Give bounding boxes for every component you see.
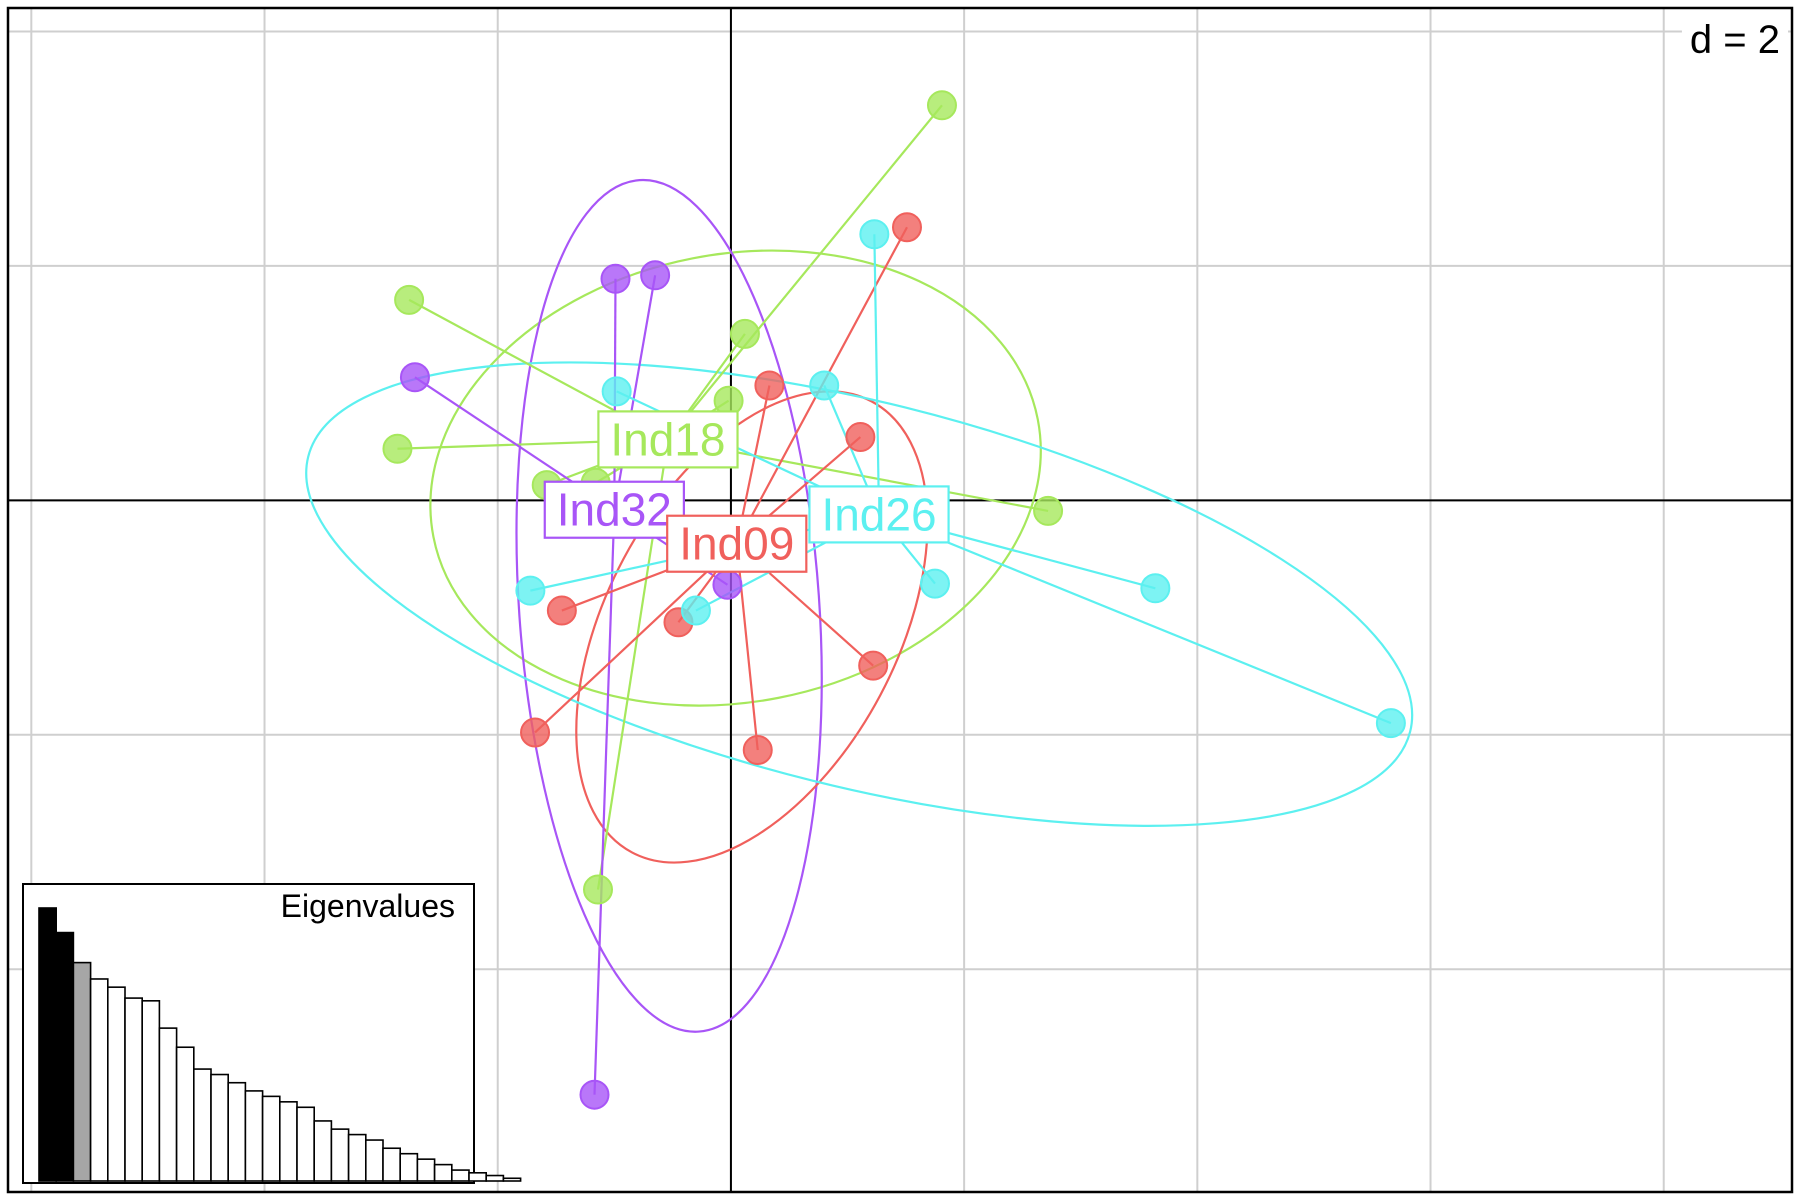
point-ind09 <box>754 370 785 401</box>
point-ind26 <box>1375 708 1406 739</box>
point-ind32 <box>579 1079 610 1110</box>
spoke-ind09 <box>735 543 759 751</box>
eigenvalue-bar <box>296 1106 316 1182</box>
eigenvalue-bar <box>313 1120 333 1182</box>
point-ind32 <box>600 263 631 294</box>
point-ind09 <box>891 212 922 243</box>
eigenvalue-bar <box>227 1081 247 1182</box>
eigenvalues-inset: Eigenvalues <box>22 883 522 1184</box>
point-ind26 <box>859 219 890 250</box>
ellipses <box>305 178 1414 1033</box>
point-ind18 <box>926 90 957 121</box>
point-ind26 <box>1140 573 1171 604</box>
eigenvalue-bar <box>278 1101 298 1182</box>
points <box>382 90 1406 1110</box>
spoke-ind26 <box>873 234 881 515</box>
label-ind18: Ind18 <box>597 410 739 469</box>
eigenvalue-bar <box>72 961 92 1182</box>
ellipse-ind09 <box>575 390 929 864</box>
label-text-ind18: Ind18 <box>610 413 725 465</box>
point-ind18 <box>729 318 760 349</box>
point-ind09 <box>845 422 876 453</box>
spoke-ind32 <box>593 509 616 1095</box>
point-ind09 <box>546 595 577 626</box>
eigenvalue-bar <box>210 1073 230 1182</box>
ellipse-ind32 <box>515 178 823 1033</box>
eigenvalue-bar <box>450 1169 470 1182</box>
spoke-ind32 <box>613 275 657 510</box>
label-ind09: Ind09 <box>666 514 808 573</box>
point-ind09 <box>742 735 773 766</box>
point-ind09 <box>520 717 551 748</box>
point-ind32 <box>640 260 671 291</box>
spokes <box>397 104 1392 1095</box>
eigenvalue-bar <box>382 1147 402 1182</box>
eigenvalue-bar <box>193 1068 212 1182</box>
spoke-ind09 <box>534 542 738 734</box>
point-ind18 <box>583 874 614 905</box>
eigenvalue-bar <box>124 997 144 1182</box>
point-ind32 <box>712 569 743 600</box>
point-ind09 <box>858 650 889 681</box>
eigenvalue-bar <box>158 1027 178 1182</box>
eigenvalue-bar <box>468 1172 488 1182</box>
plot-frame <box>6 6 1794 1194</box>
point-ind26 <box>809 370 840 401</box>
spoke-ind26 <box>878 513 1392 725</box>
point-ind32 <box>399 362 430 393</box>
point-ind26 <box>919 568 950 599</box>
eigenvalue-bar <box>330 1128 350 1182</box>
eigenvalue-bar <box>55 931 75 1182</box>
label-box-ind32 <box>543 480 685 539</box>
eigenvalue-bar <box>244 1090 264 1182</box>
ellipse-ind18 <box>429 249 1042 707</box>
point-ind18 <box>1033 495 1064 526</box>
ellipse-ind26 <box>305 361 1414 827</box>
label-text-ind26: Ind26 <box>821 488 936 540</box>
eigenvalue-bar <box>175 1046 195 1182</box>
label-ind26: Ind26 <box>808 485 950 544</box>
eigenvalue-bar <box>399 1152 419 1182</box>
scale-legend-text: d = 2 <box>1690 18 1780 62</box>
eigenvalue-bar <box>261 1095 281 1182</box>
eigenvalue-bar <box>502 1177 522 1182</box>
label-box-ind18 <box>597 410 739 469</box>
eigenvalue-bar <box>416 1158 436 1182</box>
point-ind26 <box>680 595 711 626</box>
point-ind18 <box>394 284 425 315</box>
point-ind26 <box>515 575 546 606</box>
point-ind18 <box>382 433 413 464</box>
eigenvalue-bar <box>141 1000 161 1182</box>
label-text-ind09: Ind09 <box>679 518 794 570</box>
scale-legend: d = 2 <box>1681 18 1788 62</box>
label-ind32: Ind32 <box>543 480 685 539</box>
spoke-ind18 <box>667 104 943 441</box>
eigenvalue-bar <box>38 907 58 1182</box>
label-text-ind32: Ind32 <box>557 484 672 536</box>
scale-legend-background <box>1681 18 1788 62</box>
eigenvalue-bar <box>89 978 109 1182</box>
eigenvalue-bar <box>364 1139 384 1182</box>
eigenvalues-bars <box>38 907 522 1182</box>
groups <box>305 90 1414 1110</box>
eigenvalue-bar <box>433 1163 453 1182</box>
eigenvalue-bar <box>347 1133 367 1182</box>
eigenvalue-bar <box>107 986 126 1182</box>
eigenvalues-title: Eigenvalues <box>281 888 455 924</box>
point-ind26 <box>601 376 632 407</box>
eigenvalue-bar <box>485 1174 505 1182</box>
label-box-ind09 <box>666 514 808 573</box>
label-box-ind26 <box>808 485 950 544</box>
